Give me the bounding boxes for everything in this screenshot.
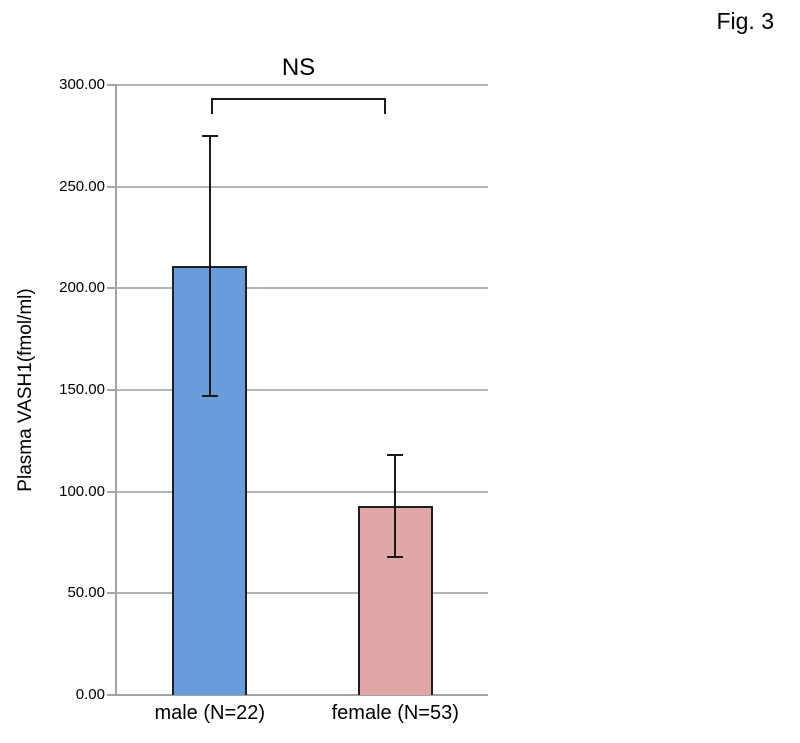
y-tick-label-100.00: 100.00	[59, 482, 105, 500]
error-cap-top-0	[201, 134, 218, 137]
y-tick-label-0.00: 0.00	[75, 686, 105, 703]
y-axis-tick-0.00	[107, 694, 117, 696]
error-cap-bottom-0	[201, 395, 218, 398]
y-axis-tick-300.00	[107, 84, 117, 86]
gridline-250.00	[117, 185, 488, 188]
error-cap-top-1	[387, 454, 404, 457]
plot-area: NS	[117, 54, 488, 696]
error-bar-0	[208, 135, 211, 397]
y-tick-label-50.00: 50.00	[67, 584, 105, 602]
y-axis-line	[115, 84, 117, 696]
y-axis-tick-150.00	[107, 389, 117, 391]
y-tick-label-300.00: 300.00	[59, 76, 105, 93]
y-tick-label-200.00: 200.00	[59, 279, 105, 297]
gridline-0.00	[117, 694, 488, 696]
y-axis-tick-200.00	[107, 287, 117, 290]
y-tick-label-250.00: 250.00	[59, 177, 105, 195]
gridline-300.00	[117, 84, 488, 86]
x-category-label-0: male (N=22)	[154, 702, 266, 724]
gridline-50.00	[117, 592, 488, 595]
y-axis-tick-50.00	[107, 592, 117, 595]
y-axis-tick-100.00	[107, 490, 117, 493]
gridline-100.00	[117, 490, 488, 493]
bar-male	[172, 265, 248, 695]
y-tick-label-150.00: 150.00	[59, 381, 105, 398]
x-category-label-1: female (N=53)	[331, 702, 459, 724]
y-axis-tick-250.00	[107, 185, 117, 188]
gridline-200.00	[117, 287, 488, 290]
gridline-150.00	[117, 389, 488, 391]
significance-label: NS	[281, 54, 316, 81]
error-cap-bottom-1	[387, 555, 404, 558]
error-bar-1	[394, 455, 397, 557]
figure-label: Fig. 3	[716, 8, 774, 34]
significance-bracket	[211, 98, 386, 114]
